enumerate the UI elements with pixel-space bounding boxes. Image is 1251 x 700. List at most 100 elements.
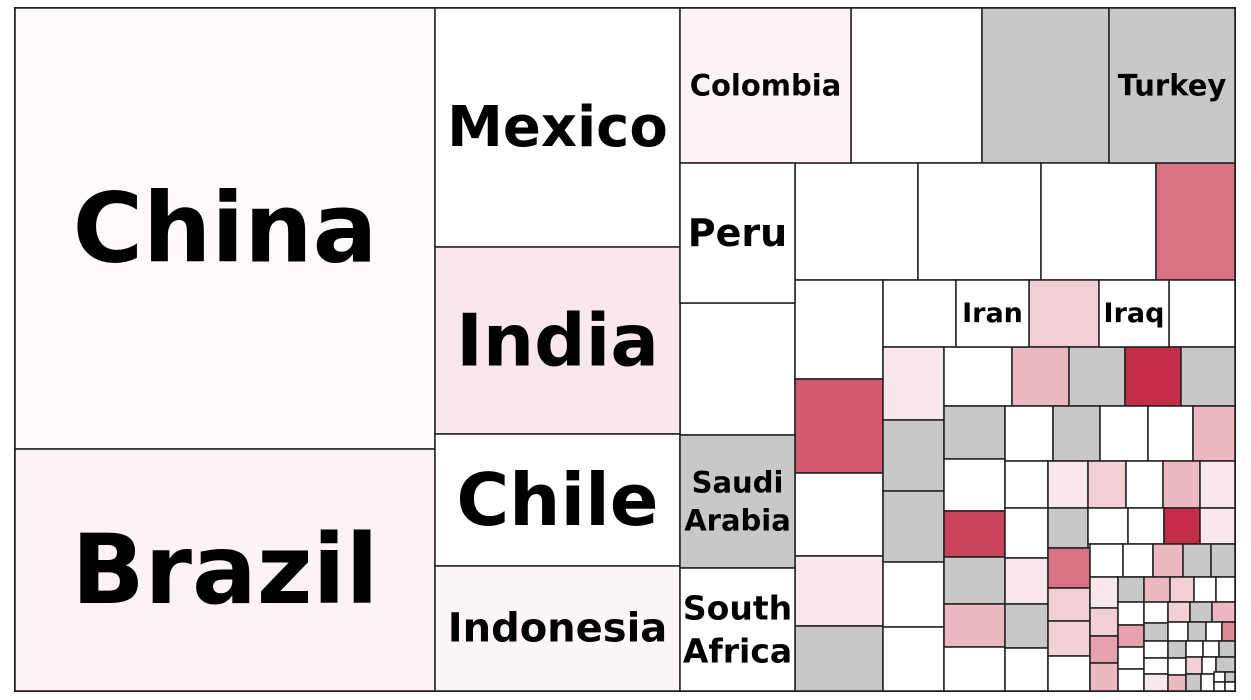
tile-south-africa: [679, 567, 796, 692]
tile-unlabelled: [882, 346, 945, 421]
tile-unlabelled: [794, 378, 884, 474]
tile-unlabelled: [943, 556, 1006, 605]
tile-unlabelled: [943, 346, 1013, 407]
tile-unlabelled: [1143, 622, 1169, 642]
tile-unlabelled: [1143, 673, 1169, 692]
tile-label-mexico: Mexico: [447, 95, 668, 160]
tile-unlabelled: [1167, 601, 1191, 623]
tile-unlabelled: [1004, 647, 1049, 692]
tile-iran: [955, 279, 1030, 348]
tile-unlabelled: [1205, 621, 1223, 642]
tile-unlabelled: [1224, 681, 1236, 692]
tile-unlabelled: [1004, 507, 1049, 559]
tile-unlabelled: [1187, 621, 1207, 642]
tile-unlabelled: [1089, 576, 1119, 609]
tile-unlabelled: [794, 625, 884, 692]
tile-unlabelled: [981, 7, 1110, 164]
tile-unlabelled: [1040, 162, 1157, 281]
tile-unlabelled: [1047, 620, 1091, 657]
tile-unlabelled: [1117, 668, 1145, 692]
tile-label-iran: Iran: [962, 298, 1023, 329]
tile-unlabelled: [1169, 576, 1195, 603]
tile-unlabelled: [794, 555, 884, 627]
tile-label-iraq: Iraq: [1104, 298, 1165, 329]
tile-unlabelled: [1125, 460, 1164, 509]
tile-unlabelled: [1211, 601, 1236, 623]
tile-china: [14, 7, 436, 450]
tile-unlabelled: [882, 626, 945, 692]
tile-unlabelled: [1124, 346, 1182, 407]
tile-unlabelled: [1199, 460, 1236, 509]
tile-unlabelled: [794, 472, 884, 557]
tile-unlabelled: [1147, 405, 1194, 462]
tile-colombia: [679, 7, 852, 164]
tile-unlabelled: [1213, 681, 1226, 692]
tile-unlabelled: [1224, 671, 1236, 683]
tile-label-turkey: Turkey: [1118, 69, 1227, 103]
tile-unlabelled: [1167, 621, 1189, 642]
tile-unlabelled: [1215, 656, 1236, 673]
tile-label-brazil: Brazil: [72, 514, 379, 626]
tile-turkey: [1108, 7, 1236, 164]
tile-unlabelled: [1210, 543, 1236, 578]
tile-unlabelled: [1168, 279, 1236, 348]
tile-iraq: [1098, 279, 1170, 348]
tile-unlabelled: [1087, 460, 1127, 509]
tile-unlabelled: [1200, 673, 1215, 692]
tile-unlabelled: [1117, 624, 1145, 648]
tile-unlabelled: [943, 405, 1006, 460]
tile-unlabelled: [1089, 662, 1119, 692]
tile-unlabelled: [1143, 640, 1169, 659]
tile-unlabelled: [1185, 640, 1204, 658]
tile-unlabelled: [1152, 543, 1184, 578]
tile-peru: [679, 162, 796, 304]
tile-label-china: China: [73, 173, 378, 285]
tile-unlabelled: [1215, 576, 1236, 603]
tile-unlabelled: [794, 162, 919, 281]
tile-unlabelled: [1189, 601, 1213, 623]
tile-unlabelled: [882, 561, 945, 628]
tile-unlabelled: [917, 162, 1042, 281]
tile-unlabelled: [1047, 460, 1089, 509]
tile-unlabelled: [943, 646, 1006, 692]
tile-label-peru: Peru: [688, 211, 787, 255]
tile-unlabelled: [1089, 607, 1119, 637]
tile-unlabelled: [1199, 507, 1236, 545]
tile-unlabelled: [1167, 640, 1187, 659]
tile-unlabelled: [794, 279, 884, 380]
tile-unlabelled: [1185, 656, 1203, 675]
tile-unlabelled: [882, 490, 945, 563]
tile-label-indonesia: Indonesia: [448, 606, 668, 652]
tile-unlabelled: [1117, 576, 1145, 603]
tile-brazil: [14, 448, 436, 692]
tile-unlabelled: [1155, 162, 1236, 281]
tile-unlabelled: [1052, 405, 1101, 462]
tile-unlabelled: [1143, 601, 1169, 624]
tile-unlabelled: [1143, 657, 1169, 675]
tile-unlabelled: [1089, 543, 1124, 578]
tile-unlabelled: [1218, 640, 1236, 658]
tile-unlabelled: [943, 603, 1006, 648]
tile-unlabelled: [1004, 557, 1049, 605]
tile-label-saudi-arabia: Saudi Arabia: [684, 466, 791, 538]
tile-unlabelled: [1117, 601, 1145, 626]
tile-label-chile: Chile: [456, 458, 658, 542]
tile-unlabelled: [1004, 405, 1054, 462]
tile-unlabelled: [1143, 576, 1171, 603]
tile-unlabelled: [1167, 657, 1187, 676]
tile-unlabelled: [1162, 460, 1201, 509]
tile-unlabelled: [1127, 507, 1165, 545]
tile-unlabelled: [1202, 640, 1220, 658]
tile-unlabelled: [1047, 587, 1091, 622]
tile-unlabelled: [1047, 507, 1089, 549]
tile-unlabelled: [1167, 674, 1187, 692]
tile-unlabelled: [850, 7, 983, 164]
tile-unlabelled: [1180, 346, 1236, 407]
tile-unlabelled: [1087, 507, 1129, 545]
tile-unlabelled: [1047, 655, 1091, 692]
tile-unlabelled: [1068, 346, 1126, 407]
tile-unlabelled: [1221, 621, 1236, 642]
tile-unlabelled: [1011, 346, 1070, 407]
